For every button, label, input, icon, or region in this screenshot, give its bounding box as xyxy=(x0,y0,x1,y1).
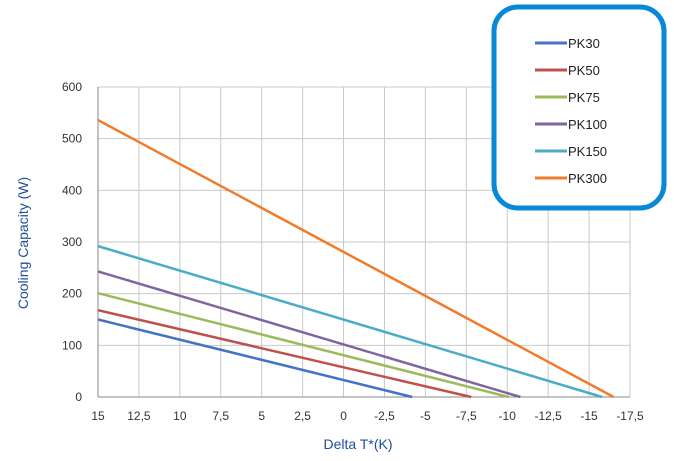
x-tick-label: -12,5 xyxy=(534,409,562,423)
legend-label: PK50 xyxy=(568,63,600,78)
series-line-pk75 xyxy=(97,291,510,399)
legend-label: PK100 xyxy=(568,117,607,132)
x-tick-label: 10 xyxy=(173,409,187,423)
x-tick-label: 2,5 xyxy=(294,409,311,423)
x-tick-label: 7,5 xyxy=(212,409,229,423)
x-tick-label: 12,5 xyxy=(127,409,151,423)
x-tick-label: -17,5 xyxy=(616,409,644,423)
y-tick-label: 0 xyxy=(75,390,82,404)
y-axis-label: Cooling Capacity (W) xyxy=(15,177,31,309)
legend: PK30 PK50 PK75 PK100 PK150 PK300 xyxy=(491,4,667,211)
x-tick-label: 0 xyxy=(340,409,347,423)
x-tick-label: 15 xyxy=(91,409,105,423)
x-tick-label: -15 xyxy=(580,409,598,423)
y-tick-label: 500 xyxy=(62,132,82,146)
legend-label: PK150 xyxy=(568,144,607,159)
series-line-pk50 xyxy=(97,308,472,399)
series-lines xyxy=(97,118,615,399)
x-axis-label: Delta T*(K) xyxy=(324,436,393,452)
y-tick-label: 100 xyxy=(62,338,82,352)
series-line-pk30 xyxy=(97,318,413,399)
y-tick-label: 200 xyxy=(62,287,82,301)
legend-label: PK300 xyxy=(568,171,607,186)
legend-box xyxy=(491,4,667,211)
x-tick-label: -5 xyxy=(420,409,431,423)
y-tick-label: 600 xyxy=(62,80,82,94)
series-line-pk150 xyxy=(97,244,603,399)
legend-items: PK30 PK50 PK75 PK100 PK150 PK300 xyxy=(535,36,607,186)
x-tick-label: 5 xyxy=(258,409,265,423)
x-tick-labels: 15 12,5 10 7,5 5 2,5 0 -2,5 -5 -7,5 -10 -12,5 -15 -17… xyxy=(91,409,644,423)
x-tick-label: -10 xyxy=(499,409,517,423)
x-tick-label: -7,5 xyxy=(456,409,477,423)
y-tick-label: 400 xyxy=(62,183,82,197)
y-tick-label: 300 xyxy=(62,235,82,249)
y-tick-labels: 0 100 200 300 400 500 600 xyxy=(62,80,82,404)
legend-label: PK30 xyxy=(568,36,600,51)
axes xyxy=(97,87,630,398)
x-tick-label: -2,5 xyxy=(374,409,395,423)
series-line-pk100 xyxy=(97,270,521,399)
legend-label: PK75 xyxy=(568,90,600,105)
series-line-pk300 xyxy=(97,118,615,399)
